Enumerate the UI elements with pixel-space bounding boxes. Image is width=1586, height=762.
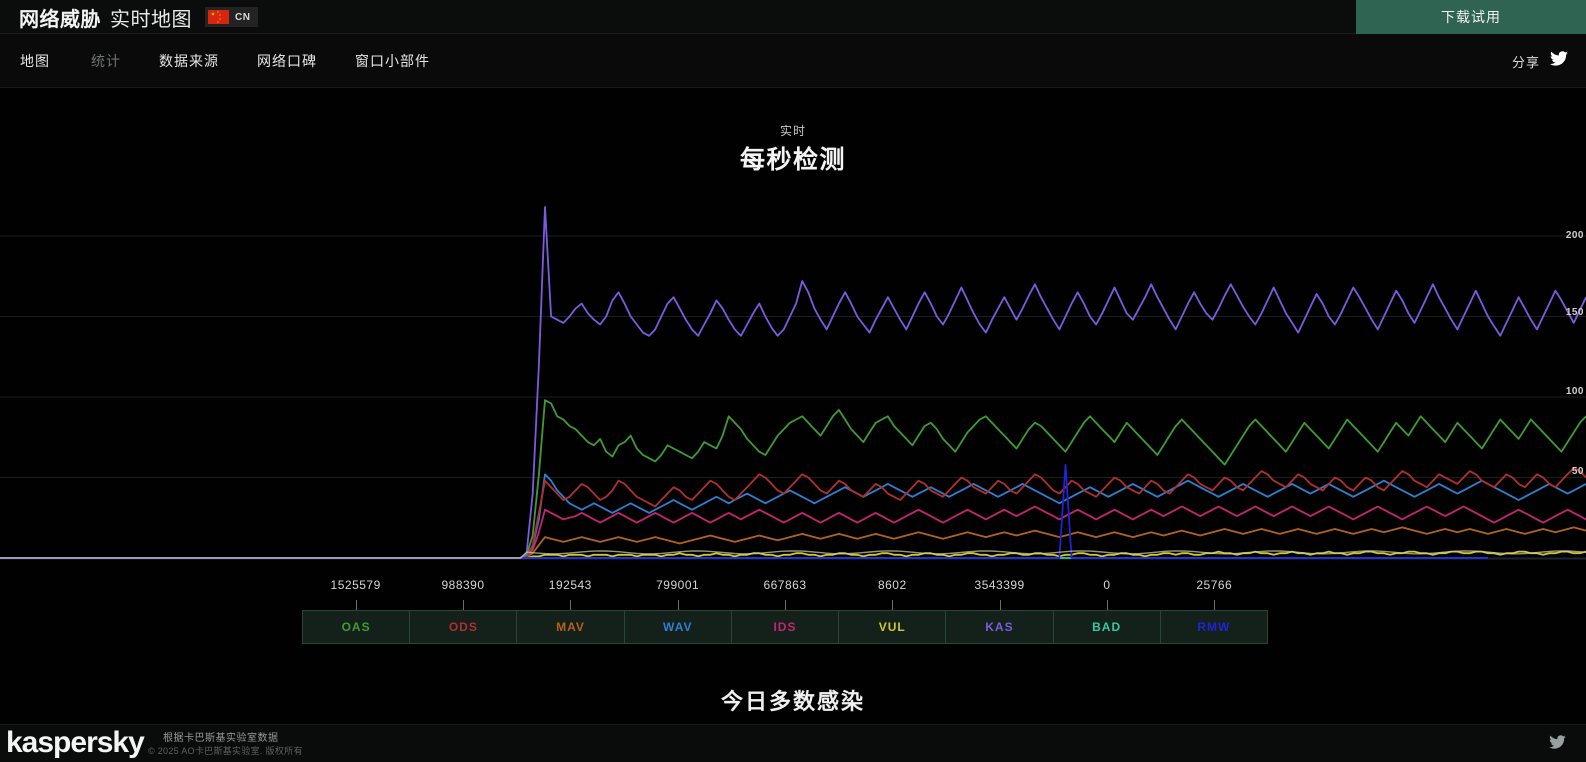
legend-button-ids[interactable]: IDS	[732, 611, 840, 643]
share-control[interactable]: 分享	[1512, 34, 1568, 88]
legend-tick	[1107, 600, 1108, 610]
brand-title-light: 实时地图	[110, 8, 192, 31]
legend-tick	[785, 600, 786, 610]
page-footer: kaspersky 根据卡巴斯基实验室数据 © 2025 AO卡巴斯基实验室. …	[0, 724, 1586, 762]
legend-button-bad[interactable]: BAD	[1054, 611, 1161, 643]
nav-item-statistics[interactable]: 统计	[91, 53, 121, 69]
legend-value-wav: 799001	[656, 578, 700, 592]
legend-value-mav: 192543	[548, 578, 592, 592]
nav-item-buzz[interactable]: 网络口碑	[257, 53, 317, 69]
legend-value-vul: 8602	[877, 578, 907, 592]
legend-value-rmw: 25766	[1196, 578, 1233, 592]
legend-value-oas: 1525579	[330, 578, 381, 592]
legend-tick	[1214, 600, 1216, 610]
legend-value-ods: 988390	[441, 578, 485, 592]
legend-button-kas[interactable]: KAS	[946, 611, 1054, 643]
series-line-aggregate	[0, 550, 1586, 559]
nav-item-list: 地图 统计 数据来源 网络口碑 窗口小部件	[20, 34, 449, 88]
twitter-icon[interactable]	[1550, 51, 1568, 71]
chart-title: 每秒检测	[739, 147, 846, 174]
legend-button-rmw[interactable]: RMW	[1197, 620, 1231, 634]
legend-button-vul[interactable]: VUL	[839, 611, 947, 643]
chart-section: 实时 每秒检测 200 150 100 50	[0, 88, 1586, 674]
nav-item-map[interactable]: 地图	[20, 53, 50, 69]
legend-tick	[355, 600, 357, 610]
legend-button-oas[interactable]: OAS	[303, 611, 411, 643]
footer-twitter-icon[interactable]	[1549, 735, 1566, 754]
footer-copyright: © 2025 AO卡巴斯基实验室. 版权所有	[148, 746, 303, 756]
legend-button-ods[interactable]: ODS	[410, 611, 518, 643]
legend-button-mav[interactable]: MAV	[517, 611, 625, 643]
legend-tick	[999, 600, 1001, 610]
share-label: 分享	[1511, 54, 1540, 70]
y-axis-label-50: 50	[1571, 466, 1584, 477]
kaspersky-logo: kaspersky	[6, 726, 145, 759]
legend-tick	[892, 600, 894, 610]
legend-value-bad: 0	[1103, 578, 1111, 592]
main-nav: 地图 统计 数据来源 网络口碑 窗口小部件 分享	[0, 34, 1586, 88]
series-line-ods	[0, 466, 1586, 559]
legend-button-row: OAS ODS MAV WAV IDS VUL KAS BAD RMW	[302, 610, 1268, 644]
brand-title-strong: 网络威胁	[19, 8, 101, 31]
china-flag-icon	[208, 10, 229, 24]
nav-item-data-sources[interactable]: 数据来源	[159, 53, 219, 69]
legend-button-wav[interactable]: WAV	[625, 611, 732, 643]
legend-value-row: 1525579 988390 192543 799001 667863 8602 35433…	[302, 578, 1268, 600]
brand: 网络威胁 实时地图 CN	[19, 3, 259, 31]
legend-value-kas: 3543399	[974, 578, 1025, 592]
y-axis-label-150: 150	[1565, 307, 1584, 318]
nav-item-widget[interactable]: 窗口小部件	[355, 53, 430, 69]
country-badge[interactable]: CN	[205, 7, 259, 27]
legend-tick	[570, 600, 572, 610]
y-axis-label-100: 100	[1565, 386, 1584, 397]
chart-subtitle: 实时	[779, 124, 806, 138]
most-infected-title: 今日多数感染	[720, 689, 865, 714]
detections-line-chart	[0, 206, 1586, 560]
country-code-label: CN	[235, 11, 251, 23]
app-header: 网络威胁 实时地图 CN 下载试用	[0, 0, 1586, 34]
series-line-oas	[0, 399, 1586, 559]
legend-tick	[677, 600, 679, 610]
download-trial-button[interactable]: 下载试用	[1356, 0, 1586, 34]
series-line-kas	[0, 206, 1586, 559]
y-axis-label-200: 200	[1565, 230, 1584, 241]
legend-value-ids: 667863	[763, 578, 807, 592]
footer-data-source: 根据卡巴斯基实验室数据	[163, 733, 279, 744]
legend-tick	[463, 600, 464, 610]
